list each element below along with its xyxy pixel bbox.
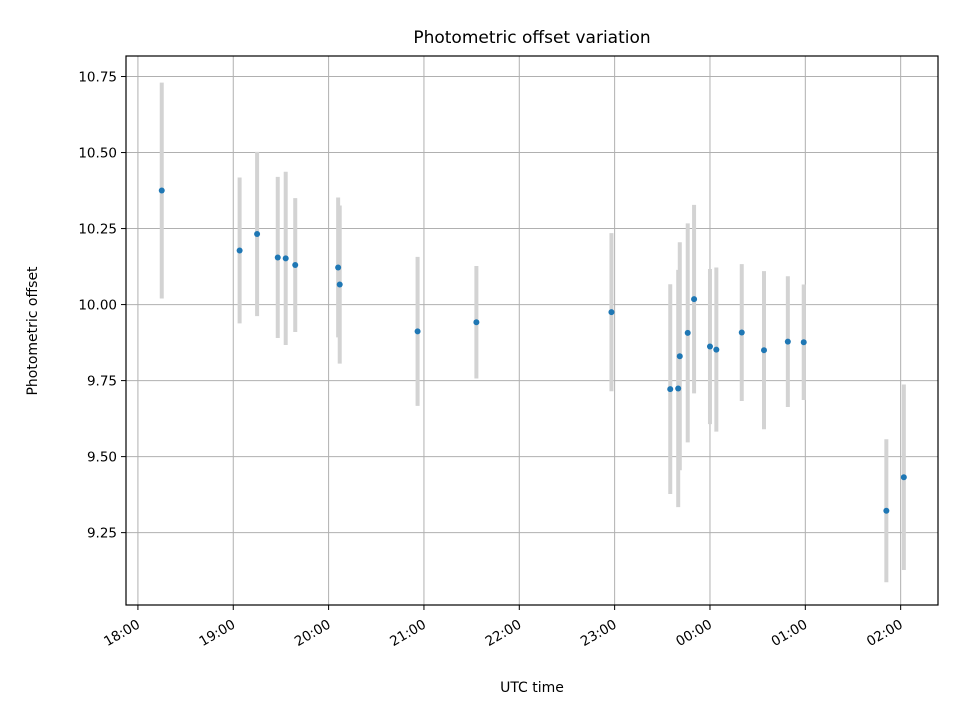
data-point [676, 353, 683, 360]
data-point [473, 319, 480, 326]
y-tick-label: 10.00 [78, 298, 117, 314]
plot-background [126, 56, 938, 605]
y-tick-label: 10.50 [78, 146, 117, 162]
data-point [713, 346, 720, 353]
data-point [274, 254, 281, 261]
data-point [706, 343, 713, 350]
y-tick-label: 9.25 [87, 526, 117, 542]
data-point [292, 262, 299, 269]
data-point [738, 329, 745, 336]
data-point [691, 296, 698, 303]
y-tick-label: 10.75 [78, 70, 117, 86]
data-points [158, 187, 907, 514]
plot-frame [125, 55, 939, 606]
data-point [282, 255, 289, 262]
data-point [675, 385, 682, 392]
data-point [414, 328, 421, 335]
y-axis-label: Photometric offset [25, 266, 41, 396]
chart-title: Photometric offset variation [413, 28, 650, 48]
data-point [800, 339, 807, 346]
data-point [254, 231, 261, 238]
data-point [236, 247, 243, 254]
y-tick-label: 10.25 [78, 222, 117, 238]
data-point [784, 338, 791, 345]
data-point [608, 309, 615, 316]
data-point [336, 281, 343, 288]
grid [126, 56, 938, 605]
y-axis: 9.25 9.50 9.75 10.00 10.25 10.50 10.75 [78, 70, 126, 542]
data-point [883, 507, 890, 514]
data-point [761, 347, 767, 354]
data-point [158, 187, 165, 194]
x-axis-label: UTC time [500, 680, 564, 696]
data-point [335, 264, 342, 271]
y-tick-label: 9.50 [87, 450, 117, 466]
data-point [667, 386, 674, 393]
data-point [900, 474, 907, 481]
data-point [684, 329, 691, 336]
y-tick-label: 9.75 [87, 374, 117, 390]
